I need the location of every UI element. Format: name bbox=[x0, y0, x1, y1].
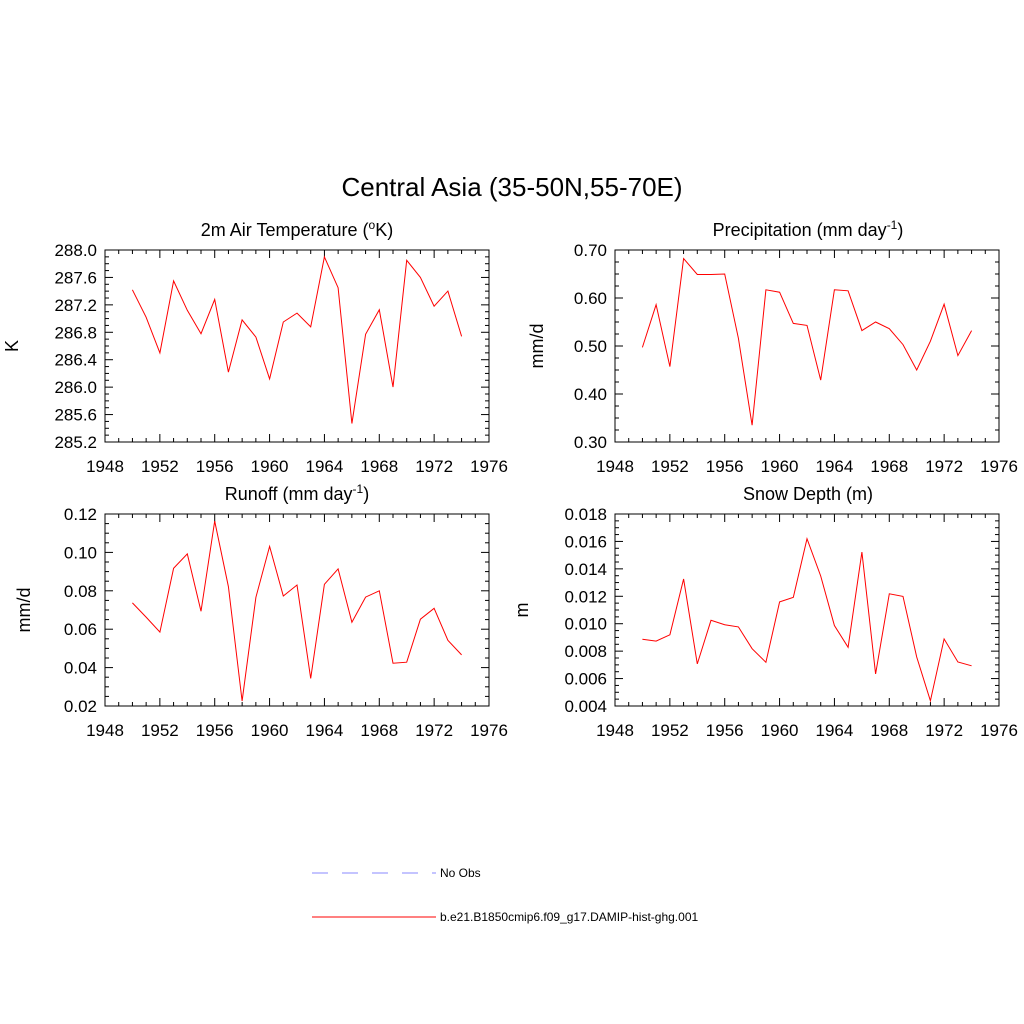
panel-title-snow-depth: Snow Depth (m) bbox=[743, 484, 873, 504]
y-tick-label: 0.018 bbox=[564, 505, 607, 524]
y-tick-label: 0.016 bbox=[564, 532, 607, 551]
panel-title-temperature: 2m Air Temperature (oK) bbox=[201, 218, 393, 240]
x-tick-label: 1956 bbox=[706, 457, 744, 476]
plot-frame bbox=[104, 249, 490, 443]
y-tick-label: 287.2 bbox=[54, 296, 97, 315]
panel-title-precipitation: Precipitation (mm day-1) bbox=[713, 218, 904, 240]
y-tick-label: 0.10 bbox=[64, 543, 97, 562]
x-tick-label: 1960 bbox=[251, 457, 289, 476]
y-tick-label: 0.60 bbox=[574, 289, 607, 308]
series-line bbox=[642, 536, 972, 703]
x-tick-label: 1948 bbox=[86, 721, 124, 740]
x-tick-label: 1968 bbox=[870, 457, 908, 476]
x-tick-label: 1972 bbox=[925, 457, 963, 476]
legend: No Obs b.e21.B1850cmip6.f09_g17.DAMIP-hi… bbox=[312, 866, 698, 924]
x-tick-label: 1964 bbox=[306, 721, 344, 740]
legend-label-model: b.e21.B1850cmip6.f09_g17.DAMIP-hist-ghg.… bbox=[440, 910, 698, 924]
y-tick-label: 0.12 bbox=[64, 505, 97, 524]
y-tick-label: 0.06 bbox=[64, 620, 97, 639]
x-tick-label: 1956 bbox=[196, 457, 234, 476]
y-tick-label: 0.010 bbox=[564, 615, 607, 634]
x-tick-label: 1960 bbox=[251, 721, 289, 740]
y-tick-label: 286.4 bbox=[54, 351, 97, 370]
x-tick-label: 1948 bbox=[596, 457, 634, 476]
y-tick-label: 0.30 bbox=[574, 433, 607, 452]
x-tick-label: 1952 bbox=[141, 721, 179, 740]
chart-panel-precipitation: Precipitation (mm day-1) 1948 1952 1956 196… bbox=[527, 218, 1018, 476]
x-tick-label: 1964 bbox=[816, 457, 854, 476]
y-tick-label: 0.02 bbox=[64, 697, 97, 716]
x-tick-label: 1964 bbox=[306, 457, 344, 476]
y-tick-label: 0.50 bbox=[574, 337, 607, 356]
x-tick-label: 1976 bbox=[980, 721, 1018, 740]
x-tick-label: 1972 bbox=[925, 721, 963, 740]
y-tick-label: 285.6 bbox=[54, 406, 97, 425]
plot-frame bbox=[614, 513, 1000, 707]
x-tick-label: 1952 bbox=[141, 457, 179, 476]
x-tick-label: 1960 bbox=[761, 457, 799, 476]
series-line bbox=[132, 520, 462, 702]
y-axis-label: mm/d bbox=[14, 588, 34, 633]
chart-panel-runoff: Runoff (mm day-1) 1948 1952 1956 1960 1964 19… bbox=[14, 482, 508, 740]
legend-label-no-obs: No Obs bbox=[440, 866, 481, 880]
figure-title: Central Asia (35-50N,55-70E) bbox=[341, 172, 682, 202]
y-axis-label: K bbox=[2, 340, 22, 352]
y-tick-label: 0.004 bbox=[564, 697, 607, 716]
panel-title-runoff: Runoff (mm day-1) bbox=[225, 482, 369, 504]
series-line bbox=[641, 257, 973, 426]
x-tick-label: 1948 bbox=[86, 457, 124, 476]
chart-panel-snow-depth: Snow Depth (m) 1948 1952 1956 1960 1964 1968 1… bbox=[512, 484, 1018, 740]
y-tick-label: 0.04 bbox=[64, 659, 97, 678]
y-tick-label: 0.008 bbox=[564, 642, 607, 661]
y-tick-label: 286.8 bbox=[54, 323, 97, 342]
y-tick-label: 288.0 bbox=[54, 241, 97, 260]
y-tick-label: 285.2 bbox=[54, 433, 97, 452]
y-tick-label: 287.6 bbox=[54, 268, 97, 287]
y-tick-label: 0.012 bbox=[564, 587, 607, 606]
y-tick-label: 0.014 bbox=[564, 560, 607, 579]
series-line bbox=[131, 255, 463, 424]
x-tick-label: 1968 bbox=[360, 721, 398, 740]
y-tick-label: 0.006 bbox=[564, 670, 607, 689]
y-tick-label: 0.40 bbox=[574, 385, 607, 404]
x-tick-label: 1948 bbox=[596, 721, 634, 740]
x-tick-label: 1960 bbox=[761, 721, 799, 740]
y-tick-label: 286.0 bbox=[54, 378, 97, 397]
y-axis-label: m bbox=[512, 603, 532, 618]
x-tick-label: 1972 bbox=[415, 457, 453, 476]
x-tick-label: 1968 bbox=[870, 721, 908, 740]
x-tick-label: 1976 bbox=[470, 721, 508, 740]
y-axis-label: mm/d bbox=[527, 324, 547, 369]
y-tick-label: 0.70 bbox=[574, 241, 607, 260]
x-tick-label: 1968 bbox=[360, 457, 398, 476]
x-tick-label: 1956 bbox=[706, 721, 744, 740]
x-tick-label: 1976 bbox=[980, 457, 1018, 476]
x-tick-label: 1972 bbox=[415, 721, 453, 740]
x-tick-label: 1956 bbox=[196, 721, 234, 740]
x-tick-label: 1964 bbox=[816, 721, 854, 740]
chart-panel-temperature: 2m Air Temperature (oK) 1948 1952 1956 1960… bbox=[2, 218, 508, 476]
x-tick-label: 1976 bbox=[470, 457, 508, 476]
x-tick-label: 1952 bbox=[651, 457, 689, 476]
x-tick-label: 1952 bbox=[651, 721, 689, 740]
y-tick-label: 0.08 bbox=[64, 582, 97, 601]
